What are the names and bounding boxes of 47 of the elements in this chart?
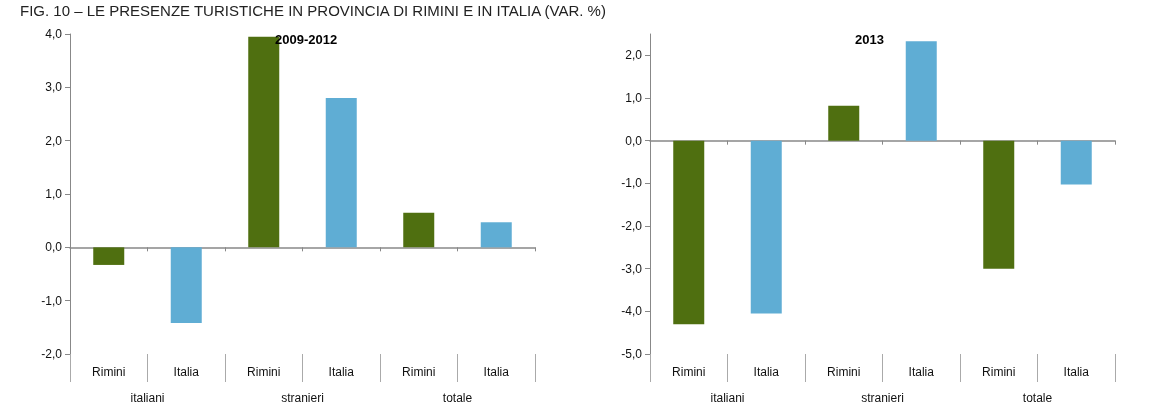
y-tick-label: -1,0 [41,293,63,308]
bar [673,140,705,325]
bar [403,212,435,248]
x-tick-label: Rimini [247,365,281,379]
text: italiani [710,391,745,405]
text: totale [442,391,473,405]
x-tick-label: Rimini [982,365,1016,379]
y-tick-label: 2,0 [45,133,63,148]
text: stranieri [861,391,904,405]
chart-title: 2013 [855,32,884,47]
x-tick-label: Italia [328,365,355,379]
chart-subtitle: FIG. 10 – LE PRESENZE TURISTICHE IN PROVINCIA DI RIMINI E IN ITALIA (VAR. %) [20,2,606,19]
bar [983,140,1015,269]
y-tick-label: -5,0 [621,347,643,361]
x-tick-label: Italia [173,365,200,379]
x-tick-label: Rimini [92,365,126,379]
y-tick-label: -2,0 [621,219,643,233]
y-tick-label: 0,0 [625,133,643,148]
bar [325,98,357,248]
x-tick-label: Rimini [672,365,706,379]
y-tick-label: -1,0 [621,176,643,191]
y-tick-label: 2,0 [625,48,643,63]
bar [750,140,782,314]
text: stranieri [281,391,324,405]
bar [170,247,202,324]
x-tick-label: Rimini [827,365,861,379]
y-tick-label: 3,0 [45,80,63,95]
y-tick-label: -4,0 [621,304,643,319]
x-tick-label: Italia [753,365,780,379]
y-tick-label: 1,0 [625,91,643,105]
text: italiani [130,391,165,405]
bar [1060,140,1092,185]
bar [480,222,512,248]
x-tick-label: Italia [908,365,935,379]
x-tick-label: Rimini [402,365,436,379]
x-tick-label: Italia [1063,365,1090,379]
bar [93,247,125,265]
y-tick-label: -3,0 [621,261,643,276]
y-tick-label: 4,0 [45,27,63,41]
bar [828,105,860,141]
y-tick-label: 1,0 [45,187,63,201]
y-tick-label: 0,0 [45,240,63,255]
chart-title: 2009-2012 [275,32,338,47]
bar [905,41,937,141]
y-tick-label: -2,0 [41,347,63,361]
x-tick-label: Italia [483,365,510,379]
text: totale [1022,391,1053,405]
